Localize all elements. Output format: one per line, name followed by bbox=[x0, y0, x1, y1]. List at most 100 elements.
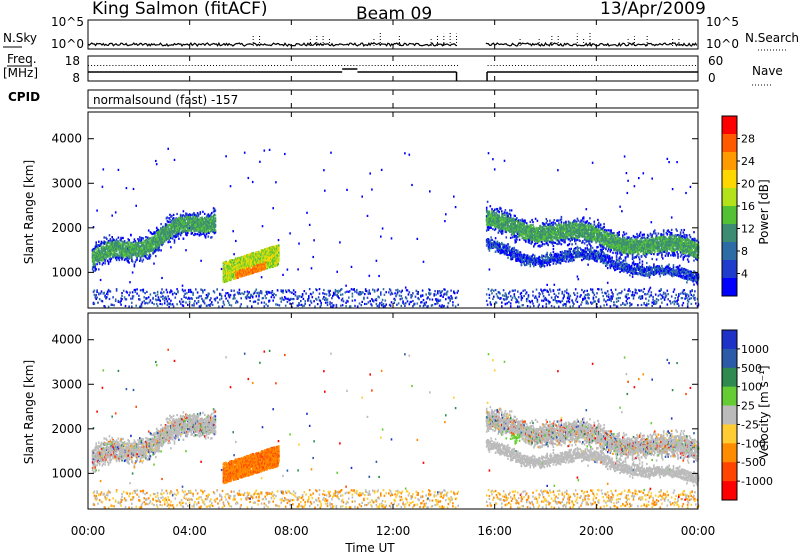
power-cell bbox=[167, 216, 169, 218]
power-cell bbox=[164, 240, 166, 242]
nave-dot bbox=[308, 65, 309, 66]
nave-dot bbox=[579, 65, 580, 66]
power-cell bbox=[406, 297, 408, 299]
power-cell bbox=[269, 149, 271, 151]
power-cell bbox=[399, 290, 401, 292]
power-cell bbox=[193, 305, 195, 307]
power-cell bbox=[312, 296, 314, 298]
nave-dot bbox=[414, 65, 415, 66]
nave-dot bbox=[634, 65, 635, 66]
power-cell bbox=[380, 291, 382, 293]
power-cell bbox=[448, 302, 450, 304]
power-cell bbox=[446, 294, 448, 296]
nave-dot bbox=[198, 65, 199, 66]
power-cell bbox=[353, 288, 355, 290]
power-cell bbox=[490, 205, 492, 207]
power-cell bbox=[135, 305, 137, 307]
power-cell bbox=[440, 299, 442, 301]
power-cell bbox=[401, 290, 403, 292]
power-cell bbox=[100, 279, 102, 281]
power-cell bbox=[172, 303, 174, 305]
power-cell bbox=[327, 301, 329, 303]
power-cell bbox=[548, 294, 550, 296]
power-cell bbox=[551, 305, 553, 307]
power-cell bbox=[405, 302, 407, 304]
power-cell bbox=[496, 302, 498, 304]
power-cell bbox=[154, 292, 156, 294]
power-cell bbox=[200, 304, 202, 306]
power-cell bbox=[377, 288, 379, 290]
nave-dot bbox=[417, 65, 418, 66]
power-cell bbox=[292, 302, 294, 304]
power-cell bbox=[219, 299, 221, 301]
power-cell bbox=[489, 212, 491, 214]
power-cell bbox=[124, 243, 126, 245]
power-cell bbox=[230, 294, 232, 296]
power-cell bbox=[216, 297, 218, 299]
power-cell bbox=[186, 292, 188, 294]
power-cell bbox=[447, 290, 449, 292]
nave-dot bbox=[625, 65, 626, 66]
power-cell bbox=[535, 264, 537, 266]
power-cell bbox=[104, 306, 106, 308]
power-cell bbox=[156, 299, 158, 301]
power-cell bbox=[506, 236, 508, 238]
nave-dot bbox=[686, 65, 687, 66]
nave-dot bbox=[658, 65, 659, 66]
power-cell bbox=[398, 302, 400, 304]
power-cell bbox=[430, 293, 432, 295]
power-cell bbox=[419, 305, 421, 307]
power-cell bbox=[425, 304, 427, 306]
power-cell bbox=[222, 305, 224, 307]
power-cell bbox=[335, 291, 337, 293]
power-cell bbox=[235, 240, 237, 242]
nave-dot bbox=[661, 65, 662, 66]
power-cell bbox=[340, 294, 342, 296]
power-cell bbox=[536, 289, 538, 291]
power-cell bbox=[116, 259, 118, 261]
power-cell bbox=[119, 243, 121, 245]
power-cell bbox=[342, 304, 344, 306]
power-cell bbox=[302, 305, 304, 307]
power-cell bbox=[335, 294, 337, 296]
power-cell bbox=[135, 291, 137, 293]
power-cell bbox=[309, 304, 311, 306]
power-cell bbox=[490, 215, 492, 217]
power-cell bbox=[498, 214, 500, 216]
power-cell bbox=[372, 289, 374, 291]
nave-dot bbox=[332, 65, 333, 66]
power-cell bbox=[115, 211, 117, 213]
power-cell bbox=[100, 292, 102, 294]
power-cell bbox=[241, 292, 243, 294]
power-cell bbox=[159, 245, 161, 247]
power-cell bbox=[554, 219, 556, 221]
nave-dot bbox=[170, 65, 171, 66]
power-cell bbox=[324, 293, 326, 295]
power-cell bbox=[96, 289, 98, 291]
cpid-mode-text: normalsound (fast) -157 bbox=[93, 93, 238, 107]
power-cell bbox=[519, 306, 521, 308]
nave-dot bbox=[146, 65, 147, 66]
power-cell bbox=[187, 227, 189, 229]
power-cell bbox=[562, 300, 564, 302]
power-cell bbox=[512, 297, 514, 299]
power-cell bbox=[101, 241, 103, 243]
power-cell bbox=[371, 304, 373, 306]
power-cell bbox=[113, 239, 115, 241]
power-cell bbox=[396, 304, 398, 306]
power-cell bbox=[521, 264, 523, 266]
power-cell bbox=[543, 255, 545, 257]
power-cell bbox=[284, 153, 286, 155]
power-cell bbox=[132, 260, 134, 262]
nave-dot bbox=[518, 65, 519, 66]
power-cell bbox=[202, 211, 204, 213]
nave-dot bbox=[451, 65, 452, 66]
nave-dot bbox=[393, 65, 394, 66]
power-cell bbox=[217, 301, 219, 303]
power-cell bbox=[487, 304, 489, 306]
power-cell bbox=[159, 249, 161, 251]
power-cell bbox=[510, 305, 512, 307]
power-cell bbox=[359, 302, 361, 304]
power-cell bbox=[333, 304, 335, 306]
power-cell bbox=[546, 303, 548, 305]
